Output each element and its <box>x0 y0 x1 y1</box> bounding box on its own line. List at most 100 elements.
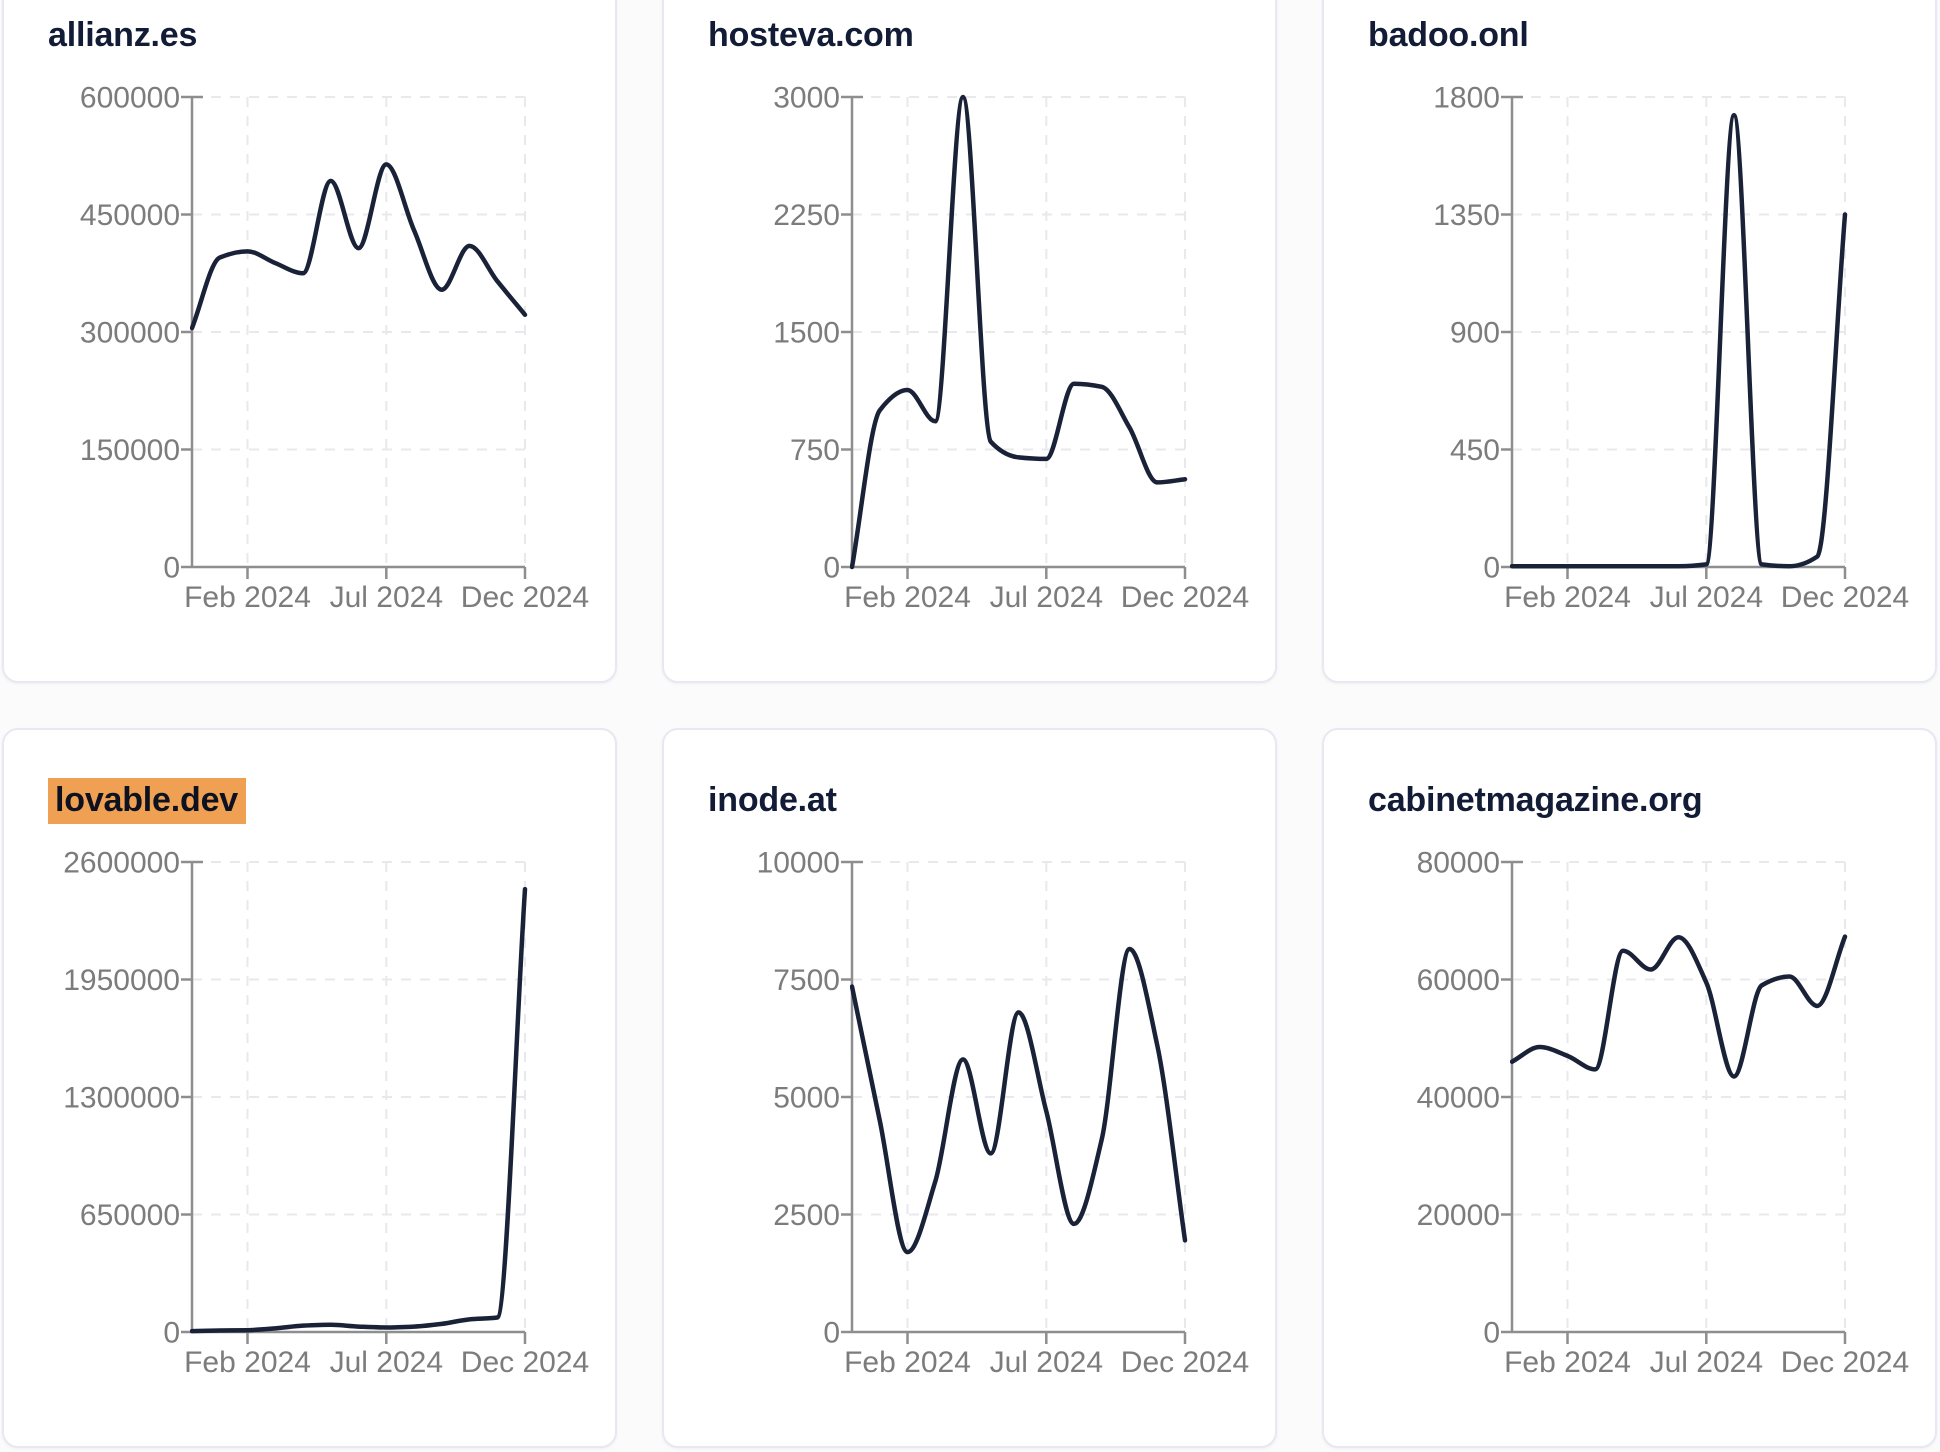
y-tick-label: 2600000 <box>63 847 180 880</box>
y-tick-label: 7500 <box>773 964 840 997</box>
x-axis-tick-labels: Feb 2024 Jul 2024 Dec 2024 <box>844 1346 1249 1379</box>
x-tick-label: Feb 2024 <box>844 1346 971 1379</box>
y-tick-label: 10000 <box>757 847 840 880</box>
domain-title-text: cabinetmagazine.org <box>1368 781 1703 819</box>
domain-title: hosteva.com <box>708 15 914 55</box>
y-tick-label: 3000 <box>773 82 840 115</box>
x-tick-label: Dec 2024 <box>1121 581 1249 614</box>
y-tick-label: 1300000 <box>63 1082 180 1115</box>
x-tick-label: Feb 2024 <box>844 581 971 614</box>
domain-title: badoo.onl <box>1368 15 1529 55</box>
x-axis-tick-labels: Feb 2024 Jul 2024 Dec 2024 <box>844 581 1249 614</box>
x-axis-tick-labels: Feb 2024 Jul 2024 Dec 2024 <box>184 1346 589 1379</box>
y-axis-tick-labels: 0 450 900 1350 1800 <box>1433 82 1500 585</box>
domain-title-text: badoo.onl <box>1368 16 1529 54</box>
x-axis-tick-labels: Feb 2024 Jul 2024 Dec 2024 <box>1504 1346 1909 1379</box>
y-tick-label: 450 <box>1450 434 1500 467</box>
y-tick-label: 0 <box>163 1317 180 1350</box>
gridlines <box>1512 96 1846 567</box>
y-tick-label: 0 <box>823 552 840 585</box>
y-tick-label: 1350 <box>1433 199 1500 232</box>
domain-title-text-highlighted: lovable.dev <box>48 778 246 824</box>
domain-chart-card-hosteva-com[interactable]: hosteva.com 0 750 1500 2250 3000 Feb 2024 Jul … <box>662 0 1277 683</box>
y-tick-label: 20000 <box>1417 1199 1500 1232</box>
y-tick-label: 150000 <box>80 434 180 467</box>
y-axis-tick-labels: 0 650000 1300000 1950000 2600000 <box>63 847 180 1350</box>
y-axis-tick-labels: 0 2500 5000 7500 10000 <box>757 847 840 1350</box>
y-tick-label: 450000 <box>80 199 180 232</box>
domain-title-text: hosteva.com <box>708 16 914 54</box>
y-axis-tick-labels: 0 750 1500 2250 3000 <box>773 82 840 585</box>
y-tick-label: 40000 <box>1417 1082 1500 1115</box>
domain-title-text: inode.at <box>708 781 837 819</box>
domain-chart-card-cabinetmagazine-org[interactable]: cabinetmagazine.org 0 20000 40000 60000 8000… <box>1322 728 1937 1448</box>
gridlines <box>1512 861 1846 1332</box>
x-tick-label: Dec 2024 <box>1781 581 1909 614</box>
y-tick-label: 1800 <box>1433 82 1500 115</box>
y-tick-label: 0 <box>1483 1317 1500 1350</box>
x-tick-label: Dec 2024 <box>1121 1346 1249 1379</box>
x-tick-label: Feb 2024 <box>184 1346 311 1379</box>
domain-title-text: allianz.es <box>48 16 198 54</box>
y-tick-label: 80000 <box>1417 847 1500 880</box>
y-tick-label: 1950000 <box>63 964 180 997</box>
domain-chart-card-inode-at[interactable]: inode.at 0 2500 5000 7500 10000 Feb 2024 Jul 2… <box>662 728 1277 1448</box>
traffic-series-line <box>190 162 528 331</box>
y-axis-tick-labels: 0 150000 300000 450000 600000 <box>80 82 180 585</box>
x-tick-label: Jul 2024 <box>1650 1346 1763 1379</box>
domain-chart-card-allianz-es[interactable]: allianz.es 0 150000 300000 450000 600000 Feb … <box>2 0 617 683</box>
traffic-series-line <box>850 946 1188 1255</box>
axes <box>181 860 527 1344</box>
domain-chart-card-lovable-dev[interactable]: lovable.dev 0 650000 1300000 1950000 2600000… <box>2 728 617 1448</box>
traffic-series-line <box>190 886 528 1334</box>
x-tick-label: Dec 2024 <box>461 581 589 614</box>
domain-title: lovable.dev <box>48 778 246 824</box>
y-tick-label: 300000 <box>80 317 180 350</box>
x-tick-label: Jul 2024 <box>330 1346 443 1379</box>
traffic-series-line <box>1510 934 1848 1079</box>
y-axis-tick-labels: 0 20000 40000 60000 80000 <box>1417 847 1500 1350</box>
x-tick-label: Feb 2024 <box>184 581 311 614</box>
x-axis-tick-labels: Feb 2024 Jul 2024 Dec 2024 <box>184 581 589 614</box>
x-tick-label: Jul 2024 <box>990 581 1103 614</box>
x-tick-label: Dec 2024 <box>1781 1346 1909 1379</box>
y-tick-label: 900 <box>1450 317 1500 350</box>
axes <box>181 95 527 579</box>
x-tick-label: Jul 2024 <box>330 581 443 614</box>
x-tick-label: Dec 2024 <box>461 1346 589 1379</box>
y-tick-label: 1500 <box>773 317 840 350</box>
y-tick-label: 0 <box>163 552 180 585</box>
y-tick-label: 750 <box>790 434 840 467</box>
traffic-line-chart: 0 650000 1300000 1950000 2600000 Feb 2024 Jul … <box>63 847 589 1380</box>
domain-title: cabinetmagazine.org <box>1368 780 1703 820</box>
x-tick-label: Feb 2024 <box>1504 581 1631 614</box>
x-axis-tick-labels: Feb 2024 Jul 2024 Dec 2024 <box>1504 581 1909 614</box>
y-tick-label: 0 <box>1483 552 1500 585</box>
y-tick-label: 0 <box>823 1317 840 1350</box>
traffic-line-chart: 0 20000 40000 60000 80000 Feb 2024 Jul 2024 Dec… <box>1417 847 1910 1380</box>
traffic-line-chart: 0 2500 5000 7500 10000 Feb 2024 Jul 2024 Dec 20… <box>757 847 1250 1380</box>
y-tick-label: 600000 <box>80 82 180 115</box>
traffic-series-line <box>850 94 1188 570</box>
x-tick-label: Feb 2024 <box>1504 1346 1631 1379</box>
domain-chart-card-badoo-onl[interactable]: badoo.onl 0 450 900 1350 1800 Feb 2024 Jul 202… <box>1322 0 1937 683</box>
x-tick-label: Jul 2024 <box>1650 581 1763 614</box>
y-tick-label: 2500 <box>773 1199 840 1232</box>
gridlines <box>852 96 1186 567</box>
gridlines <box>192 861 526 1332</box>
y-tick-label: 5000 <box>773 1082 840 1115</box>
domain-title: inode.at <box>708 780 837 820</box>
gridlines <box>852 861 1186 1332</box>
axes <box>841 860 1187 1344</box>
y-tick-label: 650000 <box>80 1199 180 1232</box>
axes <box>1501 95 1847 579</box>
traffic-line-chart: 0 150000 300000 450000 600000 Feb 2024 Jul 202… <box>80 82 589 615</box>
y-tick-label: 2250 <box>773 199 840 232</box>
traffic-line-chart: 0 750 1500 2250 3000 Feb 2024 Jul 2024 Dec 2024 <box>773 82 1249 615</box>
domain-title: allianz.es <box>48 15 197 55</box>
axes <box>1501 860 1847 1344</box>
gridlines <box>192 96 526 567</box>
traffic-series-line <box>1510 113 1848 569</box>
